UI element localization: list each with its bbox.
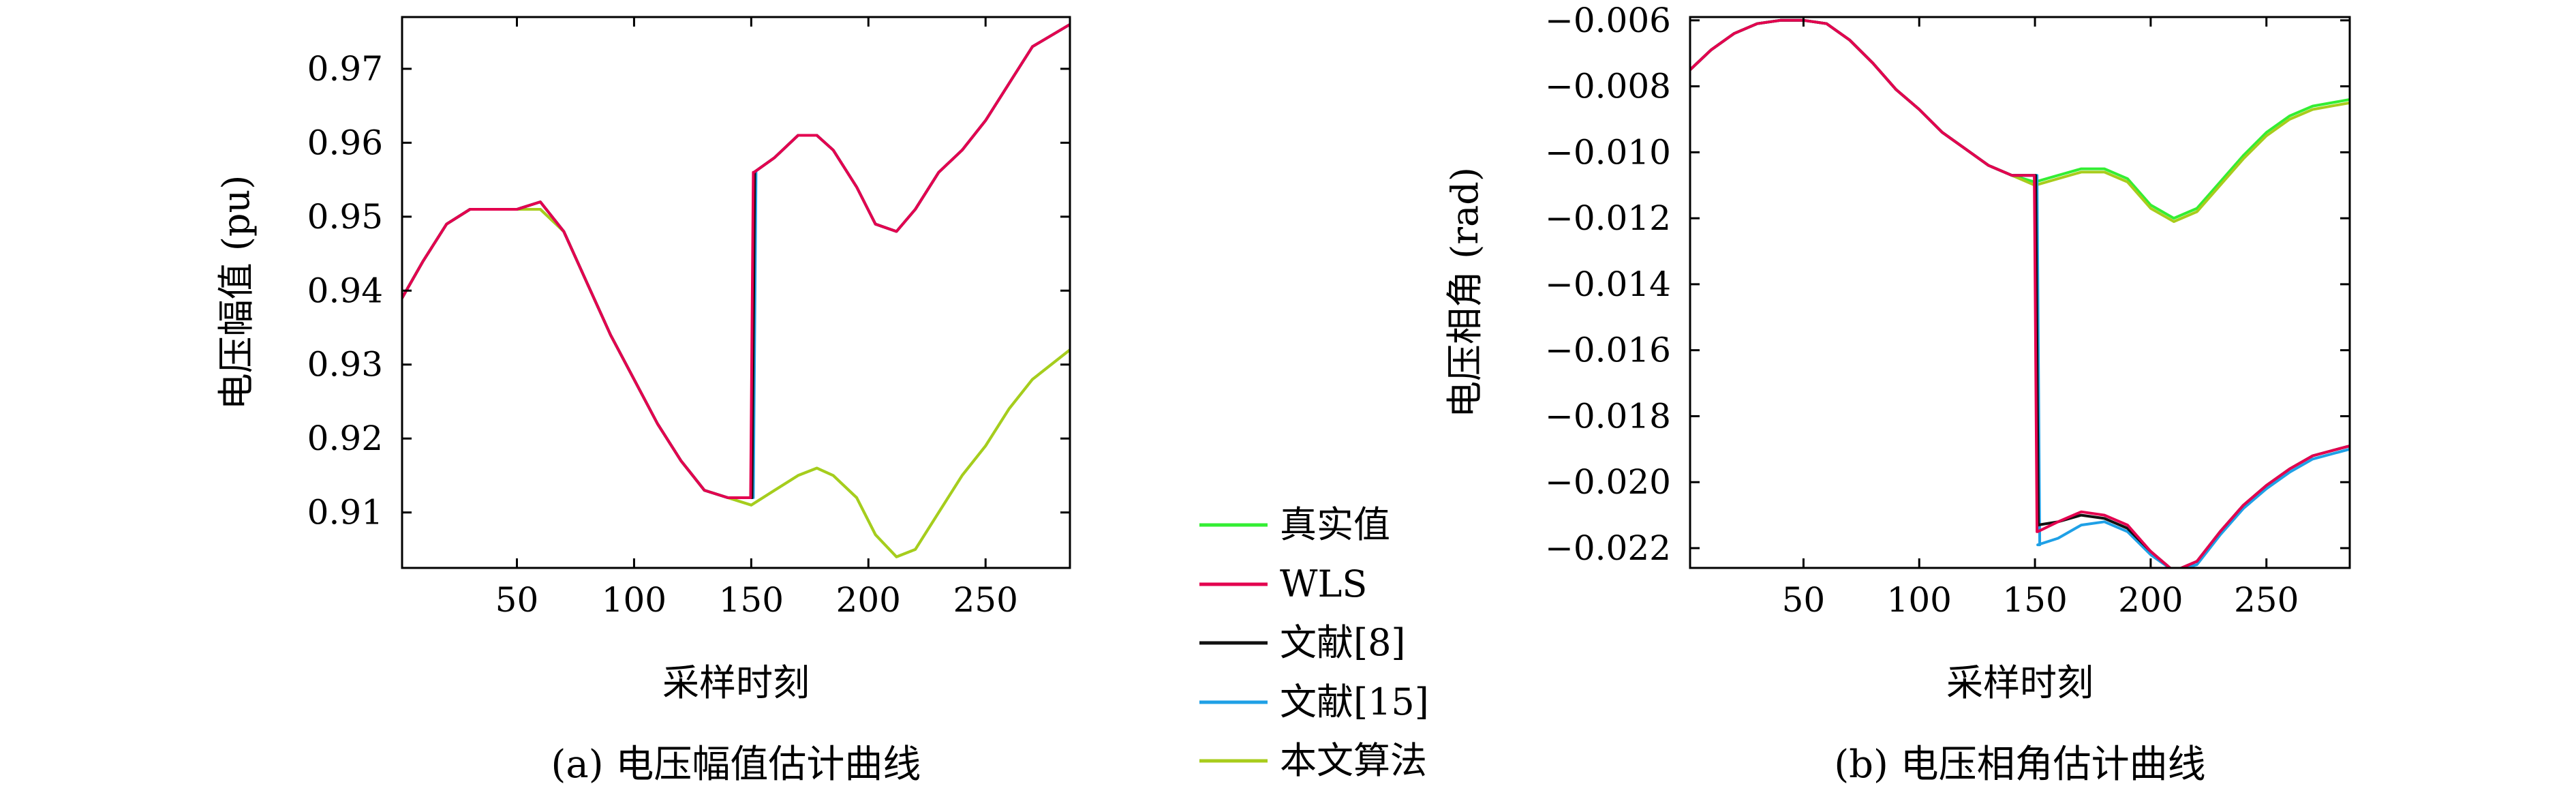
y-tick-label: 0.96 [307,123,383,162]
y-tick-label: −0.018 [1545,396,1671,436]
x-tick-label: 250 [953,580,1017,620]
series-layer-a [402,22,1070,558]
legend-item: 文献[8] [1199,621,1406,664]
series-line-b-0 [1690,18,2350,220]
legend-label: 文献[8] [1280,621,1406,664]
plot-frame-a [401,16,1071,569]
legend-item: 文献[15] [1199,680,1429,723]
ticks-layer-a: 50 100 150 200 250 0.91 0.92 0.93 0.94 0.95 0.96 0.… [307,17,1070,620]
x-tick-label: 200 [836,580,901,620]
x-tick-label: 100 [602,580,666,620]
series-line-b-1 [1690,18,2350,568]
legend-label: 真实值 [1280,503,1390,546]
chart-voltage-magnitude: 50 100 150 200 250 0.91 0.92 0.93 0.94 0.95 0.96 0.… [215,16,1071,787]
x-tick-label: 150 [719,580,784,620]
x-tick-label: 50 [1782,580,1826,620]
plot-frame-b [1689,16,2351,569]
caption-a: (a) 电压幅值估计曲线 [551,742,921,787]
legend-item: WLS [1199,562,1367,605]
series-line-a-2 [402,22,1070,499]
legend-label: WLS [1280,562,1367,605]
y-tick-label: −0.006 [1545,1,1671,40]
legend-label: 本文算法 [1280,739,1427,782]
y-tick-label: 0.93 [307,345,383,385]
y-tick-label: −0.010 [1545,132,1671,172]
y-tick-label: −0.022 [1545,528,1671,568]
x-tick-label: 150 [2002,580,2067,620]
series-line-a-1 [402,22,1070,499]
series-line-a-0 [402,208,1070,558]
chart-voltage-angle: 50 100 150 200 250 −0.022 −0.020 −0.018 −0.016 −0… [1443,1,2351,787]
x-axis-label-a: 采样时刻 [662,661,810,704]
y-tick-label: −0.012 [1545,198,1671,238]
series-line-b-2 [1690,18,2350,568]
caption-b: (b) 电压相角估计曲线 [1834,742,2205,787]
y-tick-label: 0.94 [307,271,383,310]
series-line-a-4 [402,208,1070,558]
x-tick-label: 200 [2118,580,2183,620]
legend-label: 文献[15] [1280,680,1429,723]
legend-item: 本文算法 [1199,739,1427,782]
legend-item: 真实值 [1199,503,1390,546]
series-line-a-3 [402,22,1070,499]
y-axis-label-a: 电压幅值 (pu) [215,175,258,410]
y-tick-label: −0.016 [1545,331,1671,370]
x-tick-label: 250 [2234,580,2299,620]
y-tick-label: −0.008 [1545,67,1671,106]
y-tick-label: 0.97 [307,49,383,89]
x-tick-label: 100 [1887,580,1952,620]
series-layer-b [1690,18,2350,568]
y-tick-label: 0.91 [307,493,383,532]
ticks-layer-b: 50 100 150 200 250 −0.022 −0.020 −0.018 −0.016 −0… [1545,1,2350,620]
legend: 真实值 WLS 文献[8] 文献[15] 本文算法 [1199,503,1429,782]
series-line-b-4 [1690,18,2350,223]
y-tick-label: 0.92 [307,419,383,458]
y-axis-label-b: 电压相角 (rad) [1443,167,1486,418]
y-tick-label: −0.014 [1545,265,1671,304]
y-tick-label: 0.95 [307,197,383,237]
series-line-b-3 [1690,18,2350,568]
y-tick-label: −0.020 [1545,462,1671,502]
x-axis-label-b: 采样时刻 [1946,661,2094,704]
x-tick-label: 50 [495,580,539,620]
